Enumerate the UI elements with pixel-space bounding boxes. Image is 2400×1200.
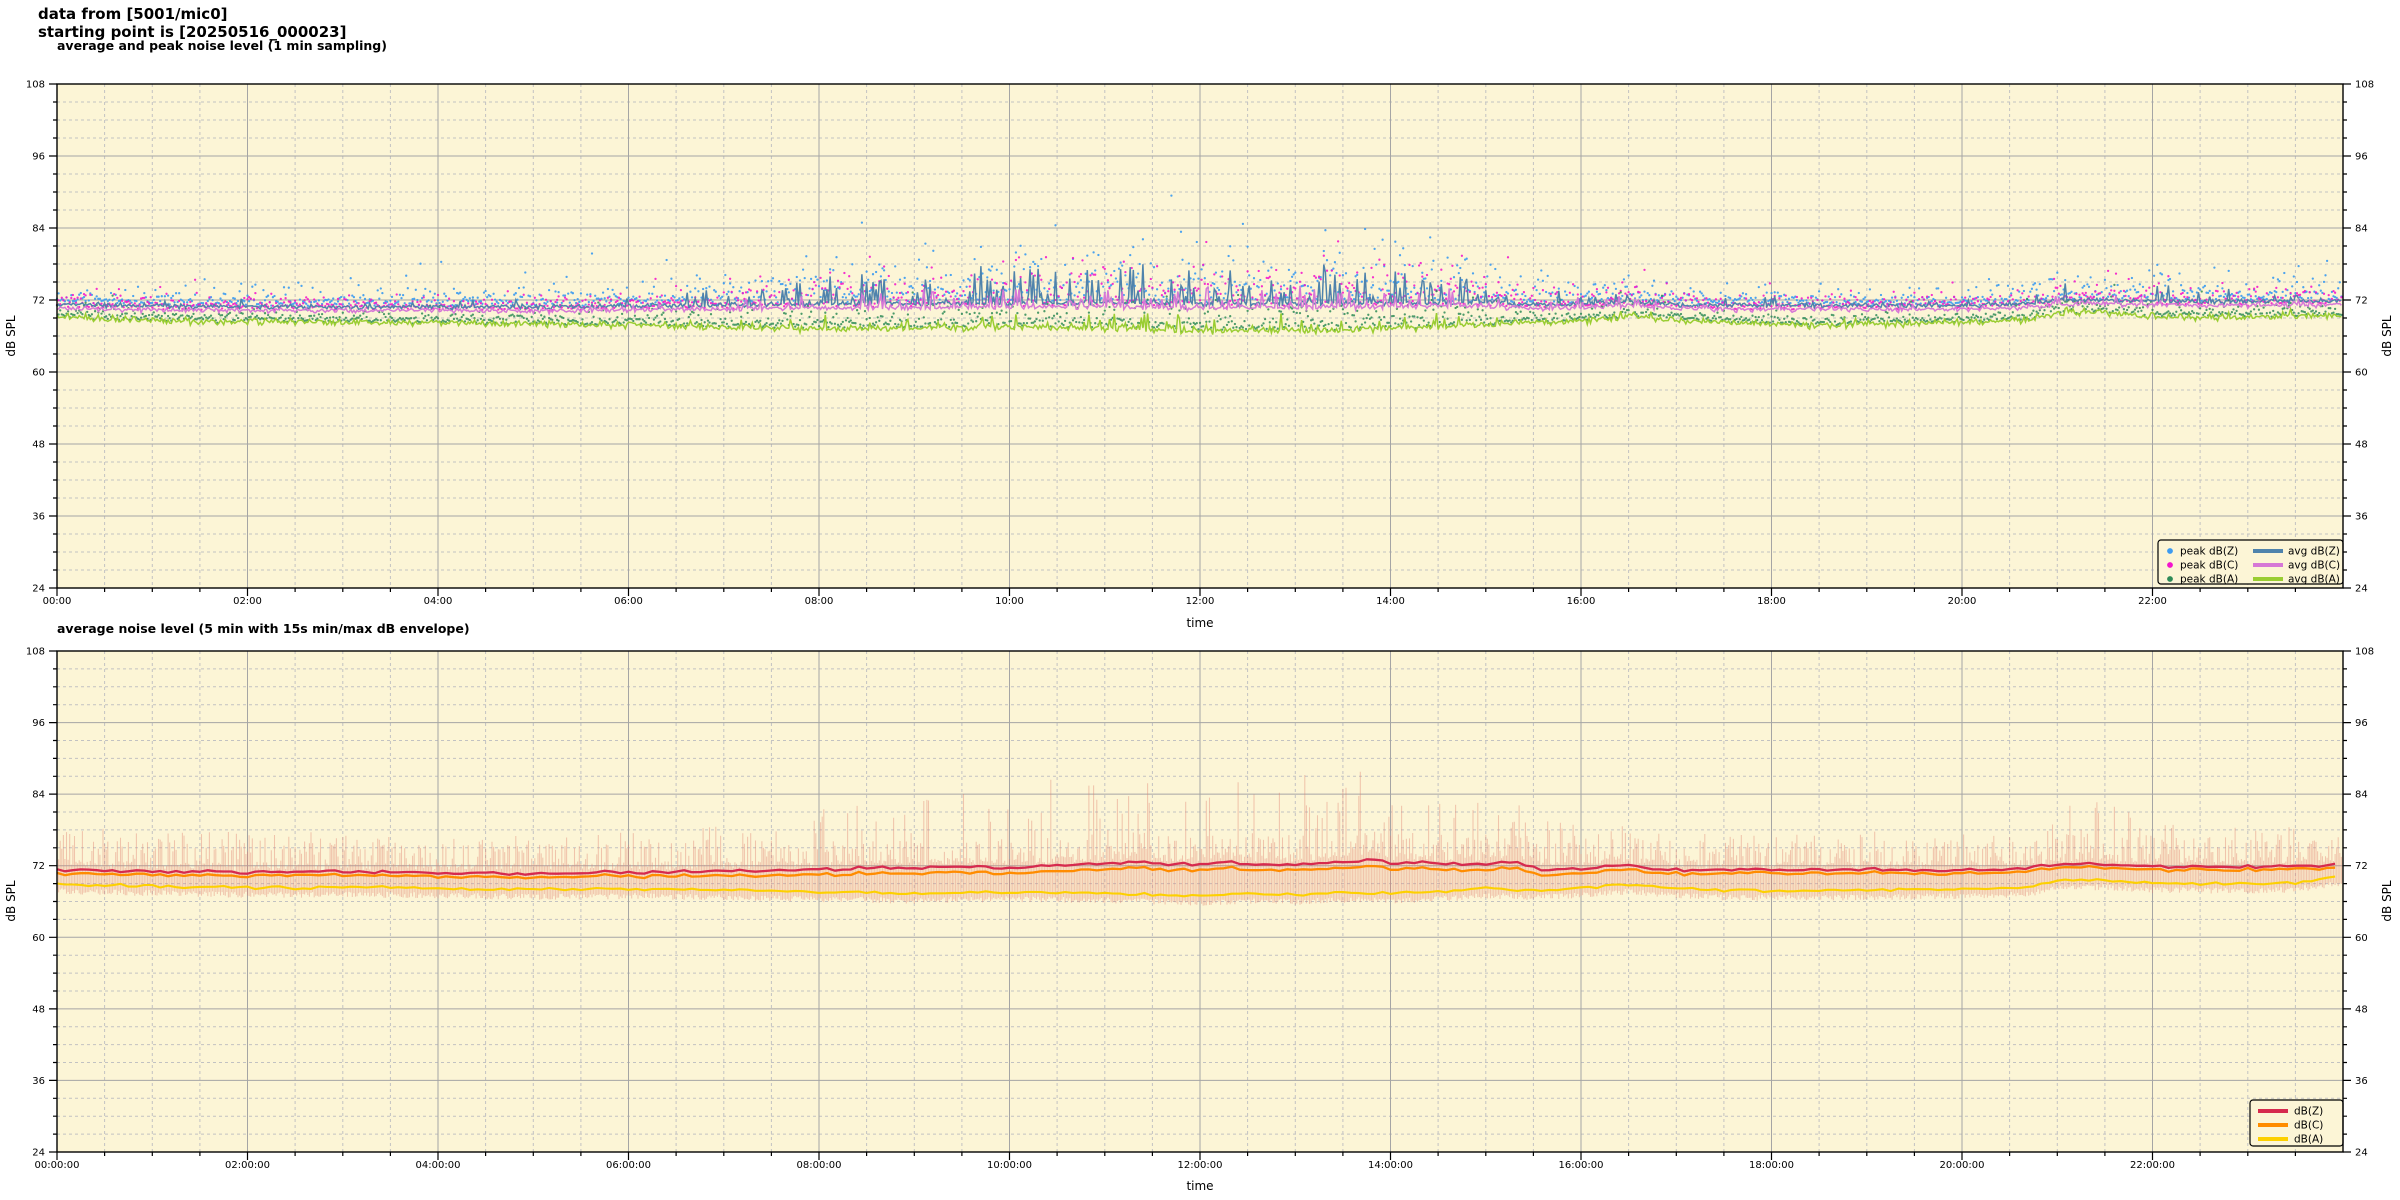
y2-tick-label: 60	[2355, 933, 2368, 944]
legend-entry-label: peak dB(Z)	[2180, 546, 2238, 558]
chart1-ylabel-right: dB SPL	[2380, 315, 2394, 357]
y2-tick-label: 36	[2355, 1076, 2368, 1087]
x-tick-label: 22:00	[2138, 596, 2167, 607]
y2-tick-label: 96	[2355, 152, 2368, 163]
y-tick-label: 60	[32, 933, 45, 944]
legend-entry-label: dB(Z)	[2294, 1106, 2323, 1118]
x-tick-label: 02:00:00	[225, 1160, 270, 1171]
x-tick-label: 00:00	[43, 596, 72, 607]
x-tick-label: 20:00	[1948, 596, 1977, 607]
main-title-line1: data from [5001/mic0]	[38, 5, 228, 23]
y2-tick-label: 60	[2355, 368, 2368, 379]
x-tick-label: 12:00	[1186, 596, 1215, 607]
y-tick-label: 60	[32, 368, 45, 379]
x-tick-label: 18:00	[1757, 596, 1786, 607]
y2-tick-label: 84	[2355, 790, 2368, 801]
y-tick-label: 84	[32, 790, 45, 801]
legend-marker-point	[2167, 576, 2173, 582]
x-tick-label: 08:00:00	[797, 1160, 842, 1171]
y-tick-label: 48	[32, 440, 45, 451]
y-tick-label: 108	[26, 80, 45, 91]
chart-1-average-and-peak: peak dB(Z) avg dB(Z) peak dB(C) avg dB(C) pe…	[26, 80, 2374, 608]
x-tick-label: 04:00	[424, 596, 453, 607]
chart1-xlabel: time	[1186, 616, 1213, 630]
axis-ticks	[49, 650, 2351, 1160]
x-tick-label: 02:00	[233, 596, 262, 607]
chart2-title: average noise level (5 min with 15s min/…	[57, 621, 470, 636]
y2-tick-label: 36	[2355, 512, 2368, 523]
x-tick-label: 16:00	[1567, 596, 1596, 607]
y-tick-label: 48	[32, 1004, 45, 1015]
legend-entry-label: avg dB(Z)	[2288, 546, 2340, 558]
y2-tick-label: 24	[2355, 1148, 2368, 1159]
y2-tick-label: 96	[2355, 718, 2368, 729]
x-tick-label: 18:00:00	[1749, 1160, 1794, 1171]
x-tick-label: 16:00:00	[1559, 1160, 1604, 1171]
legend-entry-label: peak dB(A)	[2180, 574, 2238, 586]
y-tick-label: 24	[32, 1148, 45, 1159]
y2-tick-label: 24	[2355, 584, 2368, 595]
y-tick-label: 108	[26, 647, 45, 658]
axis-ticks	[49, 83, 2351, 596]
main-title-line2: starting point is [20250516_000023]	[38, 23, 346, 41]
legend-marker-point	[2167, 548, 2173, 554]
grid-major	[57, 651, 2343, 1152]
x-tick-label: 10:00:00	[987, 1160, 1032, 1171]
y2-tick-label: 108	[2355, 647, 2374, 658]
x-tick-label: 12:00:00	[1178, 1160, 1223, 1171]
chart1-title: average and peak noise level (1 min samp…	[57, 38, 387, 53]
x-tick-label: 20:00:00	[1940, 1160, 1985, 1171]
x-tick-label: 14:00:00	[1368, 1160, 1413, 1171]
y-tick-label: 72	[32, 296, 45, 307]
y-tick-label: 36	[32, 1076, 45, 1087]
series-avg-dba	[56, 306, 2342, 337]
series-dba	[56, 875, 2336, 898]
legend-entry-label: dB(C)	[2294, 1120, 2323, 1132]
chart-2-average-envelope: dB(Z) dB(C) dB(A) 24 24 36 36 48 48 60 60 72 72 84 84 9…	[26, 647, 2374, 1172]
y-tick-label: 84	[32, 224, 45, 235]
legend-entry-label: avg dB(A)	[2288, 574, 2340, 586]
chart2-xlabel: time	[1186, 1179, 1213, 1193]
x-tick-label: 06:00	[614, 596, 643, 607]
y2-tick-label: 72	[2355, 861, 2368, 872]
y2-tick-label: 84	[2355, 224, 2368, 235]
y2-tick-label: 48	[2355, 440, 2368, 451]
y-tick-label: 96	[32, 718, 45, 729]
y-tick-label: 72	[32, 861, 45, 872]
y2-tick-label: 48	[2355, 1004, 2368, 1015]
x-tick-label: 06:00:00	[606, 1160, 651, 1171]
series-dbc	[56, 864, 2336, 880]
legend-entry-label: avg dB(C)	[2288, 560, 2340, 572]
legend-entry-label: peak dB(C)	[2180, 560, 2238, 572]
series-avg-dbz	[56, 264, 2342, 312]
series-dbz	[56, 858, 2336, 876]
chart1-ylabel-left: dB SPL	[4, 315, 18, 357]
x-tick-label: 00:00:00	[35, 1160, 80, 1171]
x-tick-label: 22:00:00	[2130, 1160, 2175, 1171]
y-tick-label: 96	[32, 152, 45, 163]
chart2-ylabel-left: dB SPL	[4, 880, 18, 922]
series-avg-dbc	[56, 285, 2342, 317]
legend-marker-point	[2167, 562, 2173, 568]
x-tick-label: 04:00:00	[416, 1160, 461, 1171]
y2-tick-label: 72	[2355, 296, 2368, 307]
chart2-ylabel-right: dB SPL	[2380, 880, 2394, 922]
x-tick-label: 14:00	[1376, 596, 1405, 607]
x-tick-label: 08:00	[805, 596, 834, 607]
x-tick-label: 10:00	[995, 596, 1024, 607]
y2-tick-label: 108	[2355, 80, 2374, 91]
legend-entry-label: dB(A)	[2294, 1134, 2323, 1146]
y-tick-label: 24	[32, 584, 45, 595]
y-tick-label: 36	[32, 512, 45, 523]
